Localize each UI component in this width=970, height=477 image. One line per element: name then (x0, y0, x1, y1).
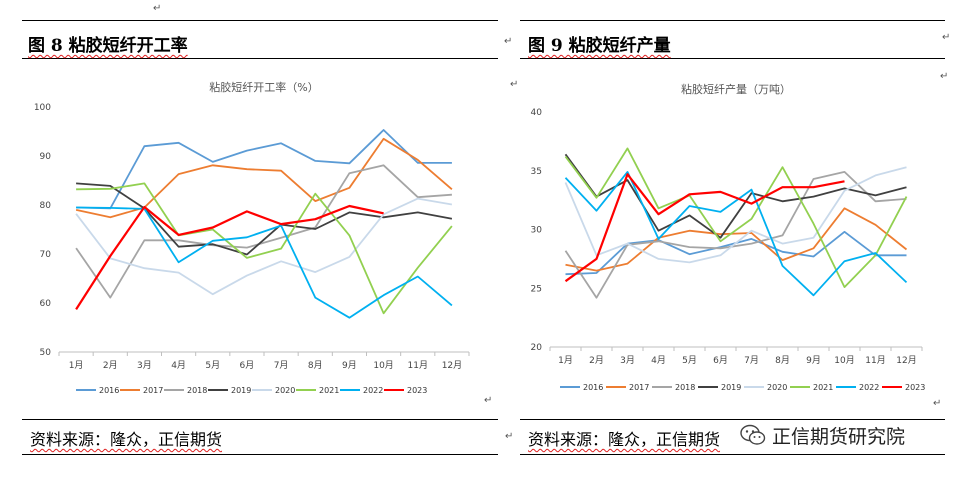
legend-label-2018: 2018 (675, 383, 695, 392)
series-line-2020 (75, 197, 453, 296)
x-tick-label: 2月 (103, 360, 118, 371)
rule-mid-left (22, 58, 498, 59)
paragraph-mark: ↵ (505, 431, 514, 442)
chart-title: 粘胶短纤开工率（%） (209, 80, 318, 94)
series-line-2020 (564, 166, 907, 264)
x-tick-label: 10月 (373, 360, 393, 371)
x-tick-label: 8月 (308, 360, 323, 371)
y-tick-label: 100 (34, 103, 51, 113)
right-source: 资料来源：隆众，正信期货 (528, 430, 721, 449)
series-line-2019 (76, 182, 453, 256)
paragraph-mark: ↵ (504, 36, 513, 47)
series-line-2022 (564, 171, 908, 297)
rule-bottom-right (520, 454, 945, 455)
x-tick-label: 7月 (744, 355, 759, 366)
production-chart-svg: 粘胶短纤产量（万吨） 20 25 30 35 40 1月 2月 3月 4月 5月 6月 7月 8月 9月 10… (531, 82, 926, 392)
series-line-2016 (76, 129, 452, 210)
wechat-icon (740, 424, 766, 445)
rule-src-left (22, 419, 498, 420)
paragraph-mark: ↵ (484, 395, 493, 406)
x-tick-label: 12月 (442, 360, 462, 371)
series-line-2023 (564, 173, 845, 283)
series-line-2021 (76, 182, 453, 315)
legend-label-2022: 2022 (859, 383, 879, 392)
operating-rate-chart: 粘胶短纤开工率（%） 50 60 70 80 90 100 1月 2月 3月 4月 5月 6月 7月 8月 9… (24, 64, 494, 409)
y-tick-label: 35 (531, 167, 542, 177)
x-tick-label: 3月 (620, 355, 635, 366)
x-tick-label: 7月 (274, 360, 289, 371)
series-line-2022 (76, 206, 453, 319)
legend-label-2023: 2023 (407, 386, 427, 395)
legend-label-2023: 2023 (905, 383, 925, 392)
x-tick-label: 4月 (171, 360, 186, 371)
legend-label-2020: 2020 (275, 386, 295, 395)
figure-9-title: 图 9 粘胶短纤产量 (528, 36, 671, 56)
x-tick-label: 10月 (834, 355, 854, 366)
legend-label-2021: 2021 (813, 383, 833, 392)
chart-title: 粘胶短纤产量（万吨） (681, 82, 791, 96)
paragraph-mark: ↵ (940, 71, 949, 82)
rule-src-right (520, 419, 945, 420)
left-source: 资料来源：隆众，正信期货 (30, 430, 223, 449)
legend-label-2021: 2021 (319, 386, 339, 395)
x-tick-label: 12月 (896, 355, 916, 366)
y-tick-label: 80 (40, 201, 52, 211)
rule-bottom-left (22, 454, 498, 455)
x-tick-label: 2月 (589, 355, 604, 366)
rule-top-right (520, 20, 945, 21)
legend-label-2020: 2020 (767, 383, 787, 392)
y-tick-label: 30 (531, 226, 543, 236)
y-tick-label: 40 (531, 108, 543, 118)
paragraph-mark: ↵ (153, 3, 162, 14)
rule-mid-right (520, 58, 945, 59)
paragraph-mark: ↵ (510, 79, 519, 90)
y-tick-label: 60 (40, 299, 52, 309)
y-tick-label: 20 (531, 343, 543, 353)
x-tick-label: 6月 (240, 360, 255, 371)
operating-rate-chart-svg: 粘胶短纤开工率（%） 50 60 70 80 90 100 1月 2月 3月 4月 5月 6月 7月 8月 9… (34, 80, 470, 395)
figure-8-title: 图 8 粘胶短纤开工率 (28, 36, 188, 56)
y-tick-label: 90 (40, 152, 52, 162)
series-line-2018 (564, 171, 907, 299)
series-line-2019 (564, 153, 907, 239)
series-line-2023 (75, 204, 384, 310)
paragraph-mark: ↵ (933, 398, 942, 409)
series-line-2016 (565, 230, 907, 276)
x-tick-label: 1月 (558, 355, 573, 366)
production-chart: 粘胶短纤产量（万吨） 20 25 30 35 40 1月 2月 3月 4月 5月 6月 7月 8月 9月 10… (522, 64, 942, 409)
legend-label-2018: 2018 (187, 386, 207, 395)
series-line-2018 (75, 164, 452, 299)
legend-label-2016: 2016 (583, 383, 603, 392)
legend-label-2019: 2019 (721, 383, 741, 392)
y-tick-label: 70 (40, 250, 52, 260)
series-line-2021 (564, 147, 908, 289)
rule-top-left (22, 20, 498, 21)
x-tick-label: 11月 (865, 355, 885, 366)
legend-label-2016: 2016 (99, 386, 119, 395)
x-tick-label: 9月 (806, 355, 821, 366)
legend-label-2017: 2017 (143, 386, 163, 395)
legend-label-2022: 2022 (363, 386, 383, 395)
legend-label-2017: 2017 (629, 383, 649, 392)
x-tick-label: 9月 (342, 360, 357, 371)
x-tick-label: 3月 (137, 360, 152, 371)
x-tick-label: 5月 (682, 355, 697, 366)
watermark: 正信期货研究院 (740, 421, 905, 449)
x-tick-label: 6月 (713, 355, 728, 366)
y-tick-label: 25 (531, 284, 542, 294)
paragraph-mark: ↵ (942, 32, 951, 43)
x-tick-label: 8月 (775, 355, 790, 366)
x-tick-label: 4月 (651, 355, 666, 366)
x-tick-label: 11月 (408, 360, 428, 371)
x-tick-label: 1月 (69, 360, 84, 371)
series-line-2017 (75, 137, 453, 219)
legend-label-2019: 2019 (231, 386, 251, 395)
series-line-2017 (565, 207, 908, 272)
y-tick-label: 50 (40, 348, 52, 358)
watermark-text: 正信期货研究院 (772, 425, 906, 448)
x-tick-label: 5月 (205, 360, 220, 371)
